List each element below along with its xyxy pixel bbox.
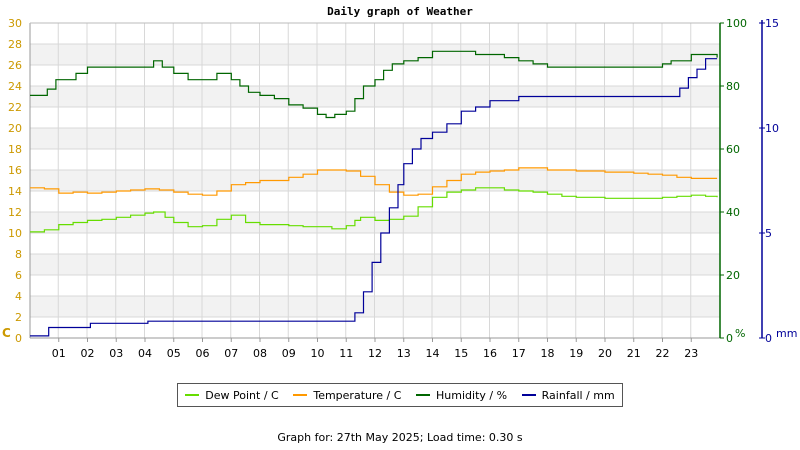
left-tick-label: 14 (8, 185, 22, 198)
legend-label-humidity: Humidity / % (436, 388, 508, 402)
x-tick-label: 12 (368, 347, 382, 360)
axes (29, 20, 765, 342)
left-tick-label: 4 (15, 290, 22, 303)
left-tick-label: 0 (15, 332, 22, 345)
x-tick-label: 19 (569, 347, 583, 360)
x-tick-label: 07 (224, 347, 238, 360)
left-tick-label: 16 (8, 164, 22, 177)
left-tick-label: 12 (8, 206, 22, 219)
x-tick-label: 22 (656, 347, 670, 360)
x-tick-label: 21 (627, 347, 641, 360)
legend-label-temperature: Temperature / C (313, 388, 402, 402)
x-tick-label: 03 (109, 347, 123, 360)
left-tick-label: 24 (8, 80, 22, 93)
left-tick-label: 18 (8, 143, 22, 156)
legend-item-humidity: Humidity / % (416, 389, 507, 402)
left-tick-label: 8 (15, 248, 22, 261)
x-tick-label: 17 (512, 347, 526, 360)
x-tick-label: 13 (397, 347, 411, 360)
x-tick-label: 04 (138, 347, 152, 360)
humidity-tick-label: 80 (726, 80, 740, 93)
series-line-dew (30, 187, 718, 233)
legend-label-rainfall: Rainfall / mm (541, 388, 615, 402)
humidity-tick-label: 60 (726, 143, 740, 156)
left-tick-label: 30 (8, 17, 22, 30)
x-tick-label: 01 (52, 347, 66, 360)
legend-item-dew-point: Dew Point / C (185, 388, 279, 402)
humidity-tick-label: 20 (726, 269, 740, 282)
humidity-tick-label: 0 (726, 332, 733, 345)
left-tick-label: 2 (15, 311, 22, 324)
left-tick-label: 6 (15, 269, 22, 282)
left-tick-label: 28 (8, 38, 22, 51)
x-tick-label: 08 (253, 347, 267, 360)
legend: Dew Point / C Temperature / C Humidity /… (177, 383, 623, 407)
legend-item-rainfall: Rainfall / mm (521, 388, 615, 402)
legend-swatch-rainfall (521, 394, 536, 396)
humidity-tick-label: 40 (726, 206, 740, 219)
rainfall-tick-label: 0 (765, 332, 772, 345)
series-line-humidity (30, 50, 718, 119)
left-tick-label: 20 (8, 122, 22, 135)
chart-title: Daily graph of Weather (327, 5, 473, 18)
x-tick-label: 23 (684, 347, 698, 360)
x-tick-label: 09 (282, 347, 296, 360)
series-line-temperature (30, 167, 718, 196)
x-tick-label: 20 (598, 347, 612, 360)
rainfall-tick-label: 5 (765, 227, 772, 240)
left-tick-label: 10 (8, 227, 22, 240)
rainfall-tick-label: 10 (765, 122, 779, 135)
rainfall-axis-label: mm (776, 327, 797, 340)
x-tick-label: 05 (167, 347, 181, 360)
humidity-tick-label: 100 (726, 17, 747, 30)
x-tick-label: 11 (339, 347, 353, 360)
left-tick-label: 22 (8, 101, 22, 114)
x-tick-label: 02 (81, 347, 95, 360)
x-tick-label: 15 (454, 347, 468, 360)
legend-swatch-humidity (416, 394, 431, 396)
series-lines (30, 50, 718, 337)
legend-swatch-dew-point (185, 394, 200, 396)
legend-swatch-temperature (293, 394, 308, 396)
x-tick-label: 16 (483, 347, 497, 360)
left-axis-label: C (2, 326, 11, 340)
x-tick-label: 06 (196, 347, 210, 360)
x-tick-label: 14 (426, 347, 440, 360)
legend-item-temperature: Temperature / C (293, 389, 401, 402)
left-tick-label: 26 (8, 59, 22, 72)
x-tick-label: 10 (311, 347, 325, 360)
footer-status: Graph for: 27th May 2025; Load time: 0.3… (277, 431, 523, 444)
humidity-axis-label: % (735, 327, 745, 340)
x-tick-label: 18 (541, 347, 555, 360)
legend-label-dew-point: Dew Point / C (205, 388, 279, 402)
rainfall-tick-label: 15 (765, 17, 779, 30)
series-line-rainfall (30, 58, 718, 337)
